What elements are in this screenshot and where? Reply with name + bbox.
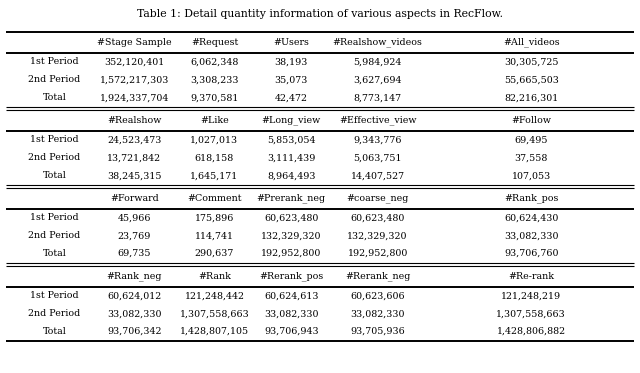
Text: 1,027,013: 1,027,013 bbox=[190, 135, 239, 144]
Text: 6,062,348: 6,062,348 bbox=[190, 57, 239, 66]
Text: 1st Period: 1st Period bbox=[30, 57, 79, 66]
Text: 192,952,800: 192,952,800 bbox=[348, 249, 408, 258]
Text: 5,063,751: 5,063,751 bbox=[353, 153, 402, 162]
Text: #Stage Sample: #Stage Sample bbox=[97, 38, 172, 47]
Text: 37,558: 37,558 bbox=[515, 153, 548, 162]
Text: Total: Total bbox=[42, 249, 67, 258]
Text: 192,952,800: 192,952,800 bbox=[261, 249, 321, 258]
Text: #Follow: #Follow bbox=[511, 116, 551, 125]
Text: 290,637: 290,637 bbox=[195, 249, 234, 258]
Text: #Re-rank: #Re-rank bbox=[508, 272, 554, 281]
Text: 3,111,439: 3,111,439 bbox=[267, 153, 316, 162]
Text: #Rerank_neg: #Rerank_neg bbox=[345, 272, 410, 281]
Text: 1,645,171: 1,645,171 bbox=[190, 171, 239, 180]
Text: #Users: #Users bbox=[273, 38, 309, 47]
Text: 60,623,480: 60,623,480 bbox=[264, 213, 318, 222]
Text: 1,924,337,704: 1,924,337,704 bbox=[100, 93, 169, 102]
Text: 9,370,581: 9,370,581 bbox=[190, 93, 239, 102]
Text: 1,307,558,663: 1,307,558,663 bbox=[180, 309, 249, 318]
Text: 45,966: 45,966 bbox=[118, 213, 151, 222]
Text: 82,216,301: 82,216,301 bbox=[504, 93, 558, 102]
Text: #Request: #Request bbox=[191, 38, 238, 47]
Text: 2nd Period: 2nd Period bbox=[28, 231, 81, 240]
Text: #Like: #Like bbox=[200, 116, 228, 125]
Text: 618,158: 618,158 bbox=[195, 153, 234, 162]
Text: 2nd Period: 2nd Period bbox=[28, 309, 81, 318]
Text: 38,245,315: 38,245,315 bbox=[107, 171, 162, 180]
Text: 93,706,342: 93,706,342 bbox=[107, 327, 162, 336]
Text: 33,082,330: 33,082,330 bbox=[504, 231, 559, 240]
Text: 5,984,924: 5,984,924 bbox=[353, 57, 402, 66]
Text: 352,120,401: 352,120,401 bbox=[104, 57, 164, 66]
Text: 60,624,430: 60,624,430 bbox=[504, 213, 558, 222]
Text: 1,572,217,303: 1,572,217,303 bbox=[100, 75, 169, 84]
Text: 9,343,776: 9,343,776 bbox=[353, 135, 402, 144]
Text: #Long_view: #Long_view bbox=[262, 116, 321, 125]
Text: Total: Total bbox=[42, 171, 67, 180]
Text: #coarse_neg: #coarse_neg bbox=[346, 194, 409, 203]
Text: #Rank: #Rank bbox=[198, 272, 231, 281]
Text: #Realshow: #Realshow bbox=[108, 116, 161, 125]
Text: #Forward: #Forward bbox=[110, 194, 159, 203]
Text: 13,721,842: 13,721,842 bbox=[108, 153, 161, 162]
Text: 3,627,694: 3,627,694 bbox=[353, 75, 402, 84]
Text: 114,741: 114,741 bbox=[195, 231, 234, 240]
Text: 93,706,943: 93,706,943 bbox=[264, 327, 319, 336]
Text: 1st Period: 1st Period bbox=[30, 135, 79, 144]
Text: #Prerank_neg: #Prerank_neg bbox=[257, 194, 326, 203]
Text: Total: Total bbox=[42, 93, 67, 102]
Text: 69,495: 69,495 bbox=[515, 135, 548, 144]
Text: 5,853,054: 5,853,054 bbox=[267, 135, 316, 144]
Text: #Comment: #Comment bbox=[187, 194, 242, 203]
Text: #Rank_pos: #Rank_pos bbox=[504, 194, 558, 203]
Text: 1,428,807,105: 1,428,807,105 bbox=[180, 327, 249, 336]
Text: 14,407,527: 14,407,527 bbox=[351, 171, 404, 180]
Text: 30,305,725: 30,305,725 bbox=[504, 57, 559, 66]
Text: 1,428,806,882: 1,428,806,882 bbox=[497, 327, 566, 336]
Text: #Realshow_videos: #Realshow_videos bbox=[333, 38, 422, 47]
Text: 1st Period: 1st Period bbox=[30, 213, 79, 222]
Text: #Rerank_pos: #Rerank_pos bbox=[259, 272, 323, 281]
Text: 24,523,473: 24,523,473 bbox=[108, 135, 161, 144]
Text: #Rank_neg: #Rank_neg bbox=[107, 272, 162, 281]
Text: 60,624,613: 60,624,613 bbox=[264, 291, 319, 300]
Text: 55,665,503: 55,665,503 bbox=[504, 75, 559, 84]
Text: 33,082,330: 33,082,330 bbox=[107, 309, 162, 318]
Text: 35,073: 35,073 bbox=[275, 75, 308, 84]
Text: 60,623,606: 60,623,606 bbox=[350, 291, 405, 300]
Text: 132,329,320: 132,329,320 bbox=[261, 231, 321, 240]
Text: 60,624,012: 60,624,012 bbox=[108, 291, 161, 300]
Text: 121,248,442: 121,248,442 bbox=[184, 291, 244, 300]
Text: 33,082,330: 33,082,330 bbox=[350, 309, 405, 318]
Text: 93,706,760: 93,706,760 bbox=[504, 249, 559, 258]
Text: 60,623,480: 60,623,480 bbox=[351, 213, 404, 222]
Text: 8,773,147: 8,773,147 bbox=[353, 93, 402, 102]
Text: 1,307,558,663: 1,307,558,663 bbox=[497, 309, 566, 318]
Text: #All_videos: #All_videos bbox=[503, 38, 559, 47]
Text: 38,193: 38,193 bbox=[275, 57, 308, 66]
Text: 121,248,219: 121,248,219 bbox=[501, 291, 561, 300]
Text: 3,308,233: 3,308,233 bbox=[190, 75, 239, 84]
Text: 132,329,320: 132,329,320 bbox=[348, 231, 408, 240]
Text: 2nd Period: 2nd Period bbox=[28, 75, 81, 84]
Text: 175,896: 175,896 bbox=[195, 213, 234, 222]
Text: Total: Total bbox=[42, 327, 67, 336]
Text: 23,769: 23,769 bbox=[118, 231, 151, 240]
Text: 69,735: 69,735 bbox=[118, 249, 151, 258]
Text: #Effective_view: #Effective_view bbox=[339, 116, 417, 125]
Text: 107,053: 107,053 bbox=[511, 171, 551, 180]
Text: 42,472: 42,472 bbox=[275, 93, 308, 102]
Text: Table 1: Detail quantity information of various aspects in RecFlow.: Table 1: Detail quantity information of … bbox=[137, 9, 503, 19]
Text: 2nd Period: 2nd Period bbox=[28, 153, 81, 162]
Text: 8,964,493: 8,964,493 bbox=[267, 171, 316, 180]
Text: 33,082,330: 33,082,330 bbox=[264, 309, 319, 318]
Text: 93,705,936: 93,705,936 bbox=[350, 327, 405, 336]
Text: 1st Period: 1st Period bbox=[30, 291, 79, 300]
